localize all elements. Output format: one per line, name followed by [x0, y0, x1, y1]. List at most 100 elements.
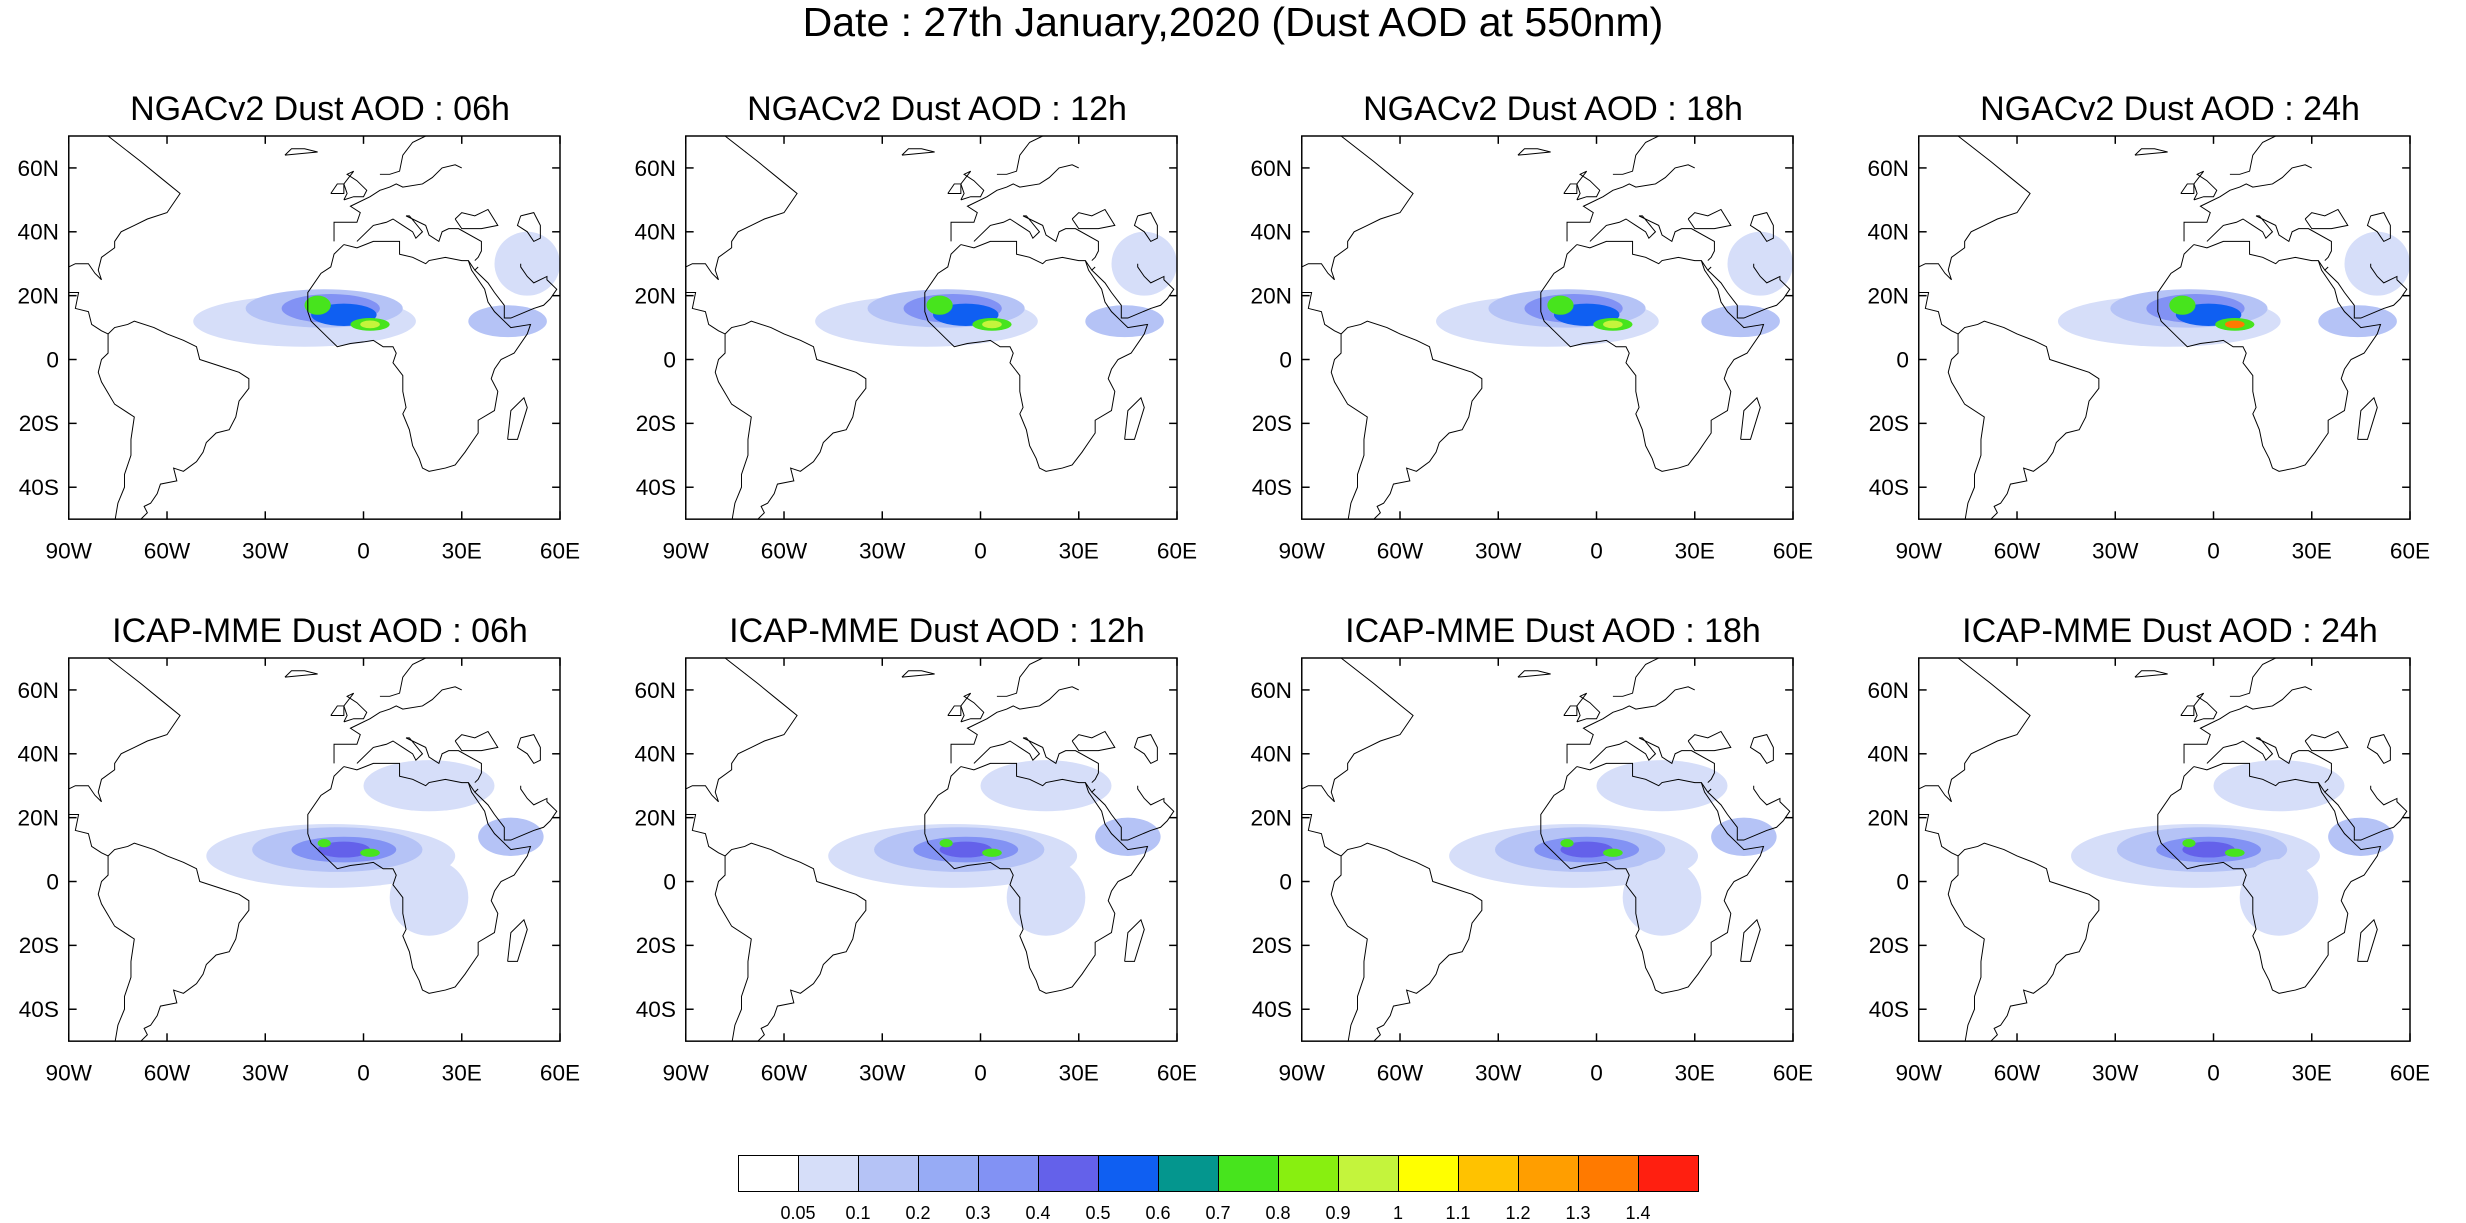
coastline — [516, 734, 541, 765]
dust-aod-region — [1547, 295, 1574, 315]
colorbar-swatch — [1638, 1155, 1699, 1192]
lon-tick-label: 60E — [1773, 538, 1813, 563]
coastline — [1133, 212, 1158, 243]
dust-aod-region — [1560, 841, 1613, 858]
lon-tick-label: 0 — [974, 1060, 987, 1085]
coastline — [330, 705, 345, 716]
map-panel: NGACv2 Dust AOD : 12h 60N 40N 20N 0 20S 40S 90W… — [617, 90, 1198, 610]
coastline — [2317, 260, 2329, 271]
lon-tick-label: 90W — [1279, 1060, 1326, 1085]
coastline — [1707, 785, 1791, 841]
coastline — [2206, 215, 2332, 261]
lat-tick-label: 0 — [663, 347, 676, 372]
coastline — [1124, 918, 1145, 962]
dust-aod-region — [317, 841, 371, 858]
lat-tick-label: 60N — [1868, 678, 1909, 703]
lon-tick-label: 60E — [2390, 538, 2430, 563]
coastline — [68, 814, 109, 857]
coastline — [2324, 263, 2408, 319]
lon-tick-label: 60E — [2390, 1060, 2430, 1085]
coastline — [960, 170, 985, 201]
dust-aod-region — [389, 859, 469, 936]
lon-tick-label: 90W — [46, 1060, 93, 1085]
map-plot: 60N 40N 20N 0 20S 40S 90W 60W 30W 0 30E 60E — [1251, 657, 1813, 1085]
map-plot: 60N 40N 20N 0 20S 40S 90W 60W 30W 0 30E 60E — [18, 657, 580, 1085]
map-panel: ICAP-MME Dust AOD : 06h 60N 40N 20N 0 20S 40S 9… — [0, 612, 581, 1132]
coastline — [2366, 212, 2391, 243]
colorbar-swatch — [1098, 1155, 1159, 1192]
map-plot: 60N 40N 20N 0 20S 40S 90W 60W 30W 0 30E 60E — [1251, 135, 1813, 563]
dust-aod-region — [2224, 320, 2245, 329]
panel-title: ICAP-MME Dust AOD : 24h — [1962, 612, 2378, 650]
coastline — [2229, 136, 2276, 175]
coastline — [685, 658, 798, 803]
colorbar-swatch — [738, 1155, 799, 1192]
lon-tick-label: 0 — [357, 538, 370, 563]
coastline — [996, 658, 1043, 697]
coastline — [2304, 730, 2349, 752]
lat-tick-label: 20N — [1251, 284, 1292, 309]
lat-tick-label: 20S — [1869, 933, 1909, 958]
coastline — [2324, 785, 2408, 841]
lat-tick-label: 20S — [19, 933, 59, 958]
map-plot: 60N 40N 20N 0 20S 40S 90W 60W 30W 0 30E 60E — [1868, 135, 2430, 563]
coastline — [284, 148, 318, 156]
dust-aod-region — [2224, 848, 2245, 857]
coastline — [1301, 292, 1342, 335]
coastline — [1517, 670, 1551, 678]
coastline — [343, 170, 368, 201]
coastline — [1918, 658, 2031, 803]
coastline — [68, 658, 181, 803]
colorbar-swatch — [1458, 1155, 1519, 1192]
coastline — [1563, 705, 1578, 716]
lat-tick-label: 40S — [636, 997, 676, 1022]
lat-tick-label: 20S — [1252, 933, 1292, 958]
coastline — [2183, 686, 2312, 764]
dust-aod-region — [1095, 817, 1161, 856]
colorbar-swatch — [1038, 1155, 1099, 1192]
colorbar-label: 0.6 — [1145, 1203, 1171, 1223]
lat-tick-label: 0 — [1279, 347, 1292, 372]
colorbar-labels: 0.05 0.1 0.2 0.3 0.4 0.5 0.6 0.7 0.8 0.9 1 1.1 1.2 1.… — [738, 1203, 1728, 1223]
map-frame — [1301, 135, 1794, 520]
dust-aod-region — [1085, 305, 1164, 338]
lon-tick-label: 30W — [859, 538, 906, 563]
lon-tick-label: 60W — [1377, 538, 1424, 563]
map-frame — [1918, 135, 2411, 520]
coastline — [1071, 208, 1116, 230]
lat-tick-label: 20S — [1252, 411, 1292, 436]
dust-aod-region — [982, 320, 1002, 329]
coastline — [1330, 333, 1368, 520]
lat-tick-label: 20N — [635, 284, 676, 309]
coastline — [924, 240, 1149, 472]
coastline — [1918, 814, 1959, 857]
coastline — [1540, 240, 1765, 472]
figure-title: Date : 27th January,2020 (Dust AOD at 55… — [802, 0, 1664, 45]
coastline — [2134, 148, 2168, 156]
lat-tick-label: 40N — [1251, 220, 1292, 245]
dust-aod-region — [1006, 859, 1086, 936]
colorbar-label: 0.4 — [1025, 1203, 1051, 1223]
map-panel: NGACv2 Dust AOD : 24h 60N 40N 20N 0 20S 40S 90W… — [1850, 90, 2431, 610]
lon-tick-label: 30W — [859, 1060, 906, 1085]
colorbar-swatch — [1338, 1155, 1399, 1192]
coastline — [973, 737, 1099, 783]
map-plot: 60N 40N 20N 0 20S 40S 90W 60W 30W 0 30E 60E — [18, 135, 580, 563]
dust-aod-region — [2182, 841, 2235, 858]
panel-title: NGACv2 Dust AOD : 06h — [130, 90, 510, 128]
map-frame — [1301, 657, 1794, 1042]
lon-tick-label: 0 — [974, 538, 987, 563]
dust-aod-region — [2169, 295, 2196, 315]
lon-tick-label: 60E — [540, 1060, 580, 1085]
coastline — [685, 814, 726, 857]
lat-tick-label: 40S — [19, 475, 59, 500]
coastline — [1330, 855, 1368, 1042]
coastline — [1918, 292, 1959, 335]
lon-tick-label: 0 — [1590, 1060, 1603, 1085]
coastline — [973, 215, 1099, 261]
dust-aod-region — [317, 839, 331, 848]
lon-tick-label: 60W — [144, 538, 191, 563]
coastline — [1740, 396, 1761, 440]
coastline — [454, 208, 499, 230]
lat-tick-label: 40S — [1869, 997, 1909, 1022]
